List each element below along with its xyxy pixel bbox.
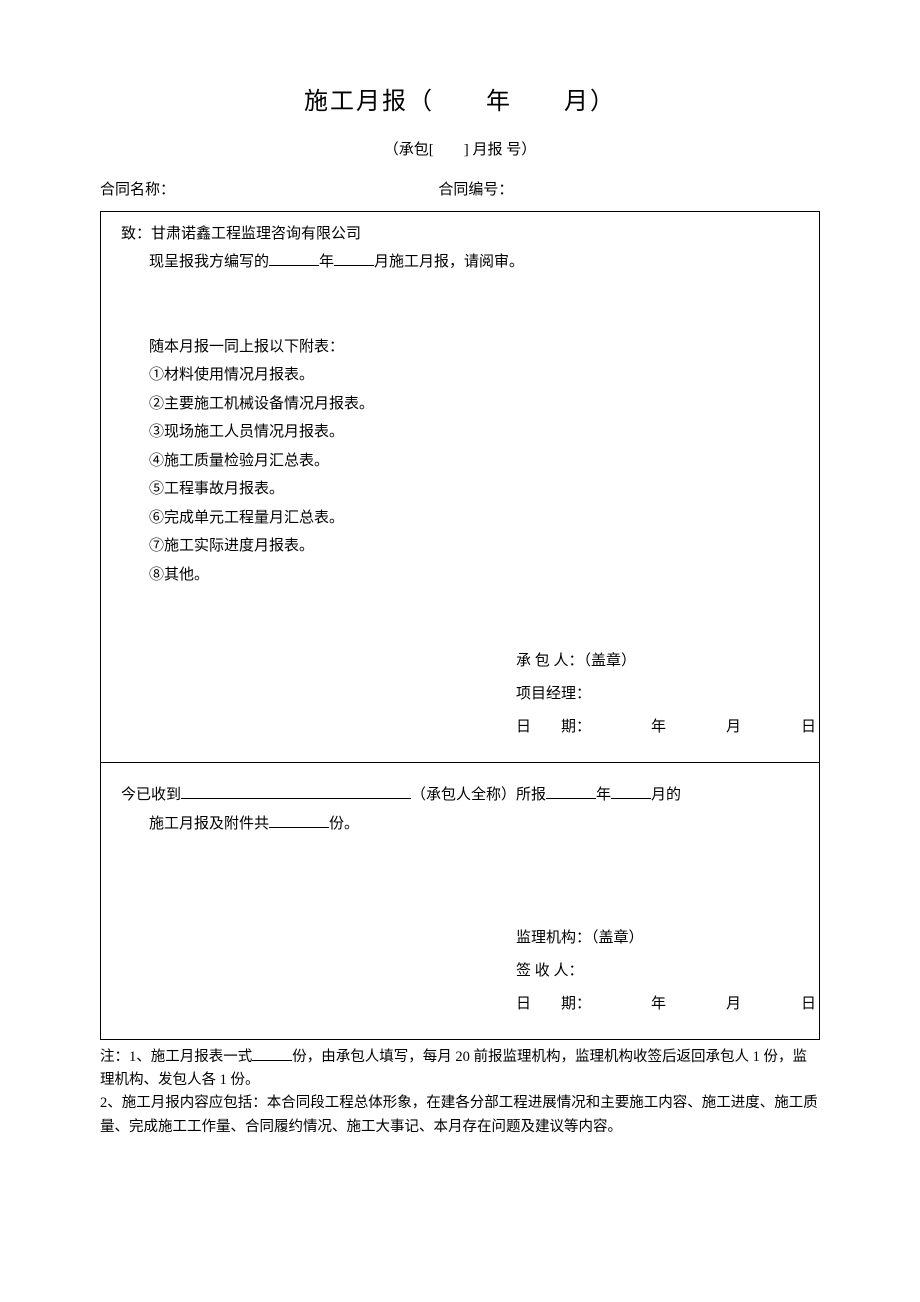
- blank-month[interactable]: [334, 251, 374, 266]
- blank-year[interactable]: [269, 251, 319, 266]
- to-value: 甘肃诺鑫工程监理咨询有限公司: [151, 226, 361, 242]
- received-line1: 今已收到 （承包人全称）所报 年 月的: [121, 781, 799, 810]
- blank-year2[interactable]: [546, 784, 596, 799]
- received-line2-suffix: 份。: [329, 816, 359, 832]
- receiver-label: 签 收 人：: [516, 955, 799, 988]
- supervisor-label: 监理机构：（盖章）: [516, 922, 799, 955]
- m-char: 月: [726, 711, 741, 744]
- received-mid: （承包人全称）所报: [411, 787, 546, 803]
- date-label: 日 期：: [516, 711, 591, 744]
- note1-prefix: 注：1、施工月报表一式: [100, 1049, 252, 1065]
- note1: 注：1、施工月报表一式份，由承包人填写，每月 20 前报监理机构，监理机构收签后…: [100, 1046, 820, 1092]
- form-box: 致：甘肃诺鑫工程监理咨询有限公司 现呈报我方编写的年月施工月报，请阅审。 随本月…: [100, 211, 820, 1041]
- subtitle: （承包[ ] 月报 号）: [100, 136, 820, 165]
- submit-suffix: 施工月报，请阅审。: [389, 254, 524, 270]
- attach-item-1: ①材料使用情况月报表。: [121, 361, 799, 390]
- attach-item-6: ⑥完成单元工程量月汇总表。: [121, 504, 799, 533]
- notes: 注：1、施工月报表一式份，由承包人填写，每月 20 前报监理机构，监理机构收签后…: [100, 1046, 820, 1139]
- date-line-top: 日 期： 年 月 日: [516, 711, 799, 744]
- y-char: 年: [651, 711, 666, 744]
- contract-no-label: 合同编号：: [438, 176, 820, 205]
- attach-item-4: ④施工质量检验月汇总表。: [121, 447, 799, 476]
- page-title: 施工月报（ 年 月）: [100, 80, 820, 126]
- to-label: 致：: [121, 226, 151, 242]
- m-char2: 月: [726, 988, 741, 1021]
- submit-prefix: 现呈报我方编写的: [149, 254, 269, 270]
- year-char: 年: [319, 254, 334, 270]
- month-char2: 月的: [651, 787, 681, 803]
- bottom-section: 今已收到（承包人全称）所报年月的 施工月报及附件共份。 监理机构：（盖章） 签 …: [101, 763, 819, 1039]
- attach-item-2: ②主要施工机械设备情况月报表。: [121, 390, 799, 419]
- top-section: 致：甘肃诺鑫工程监理咨询有限公司 现呈报我方编写的年月施工月报，请阅审。 随本月…: [101, 212, 819, 764]
- received-prefix: 今已收到: [121, 787, 181, 803]
- received-line2-prefix: 施工月报及附件共: [149, 816, 269, 832]
- attach-intro: 随本月报一同上报以下附表：: [121, 333, 799, 362]
- attach-item-7: ⑦施工实际进度月报表。: [121, 532, 799, 561]
- attach-item-8: ⑧其他。: [121, 561, 799, 590]
- header-row: 合同名称： 合同编号：: [100, 176, 820, 205]
- date-label2: 日 期：: [516, 988, 591, 1021]
- year-char2: 年: [596, 787, 611, 803]
- month-char: 月: [374, 254, 389, 270]
- attach-item-3: ③现场施工人员情况月报表。: [121, 418, 799, 447]
- blank-copies[interactable]: [269, 813, 329, 828]
- to-line: 致：甘肃诺鑫工程监理咨询有限公司: [121, 220, 799, 249]
- blank-copies-note[interactable]: [252, 1047, 292, 1062]
- note2: 2、施工月报内容应包括：本合同段工程总体形象，在建各分部工程进展情况和主要施工内…: [100, 1092, 820, 1138]
- contract-name-label: 合同名称：: [100, 176, 438, 205]
- pm-label: 项目经理：: [516, 678, 799, 711]
- date-line-bottom: 日 期： 年 月 日: [516, 988, 799, 1021]
- contractor-label: 承 包 人：（盖章）: [516, 645, 799, 678]
- submit-line: 现呈报我方编写的 年 月施工月报，请阅审。: [121, 248, 799, 277]
- y-char2: 年: [651, 988, 666, 1021]
- d-char2: 日: [801, 988, 816, 1021]
- d-char: 日: [801, 711, 816, 744]
- attach-item-5: ⑤工程事故月报表。: [121, 475, 799, 504]
- contractor-sig-block: 承 包 人：（盖章） 项目经理： 日 期： 年 月 日: [121, 645, 799, 744]
- blank-contractor-full[interactable]: [181, 784, 411, 799]
- received-line2: 施工月报及附件共 份。: [121, 810, 799, 839]
- blank-month2[interactable]: [611, 784, 651, 799]
- supervisor-sig-block: 监理机构：（盖章） 签 收 人： 日 期： 年 月 日: [121, 922, 799, 1021]
